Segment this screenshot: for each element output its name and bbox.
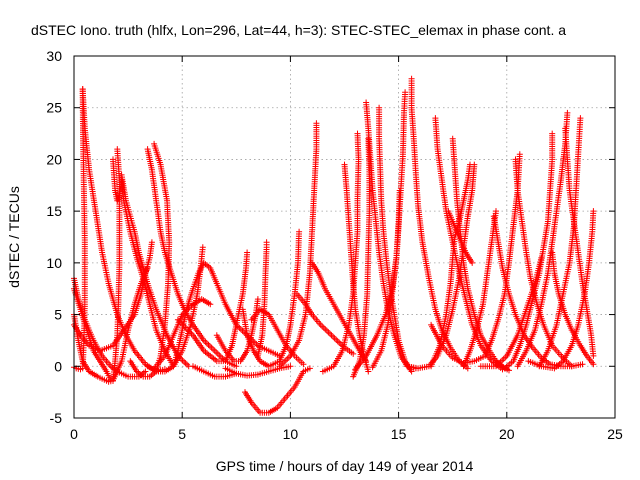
series-arc-11 [127, 140, 173, 380]
x-tick-label: 15 [391, 426, 407, 442]
y-tick-label: 20 [46, 151, 62, 167]
series-arc-50 [445, 208, 476, 266]
series-arc-16 [190, 363, 240, 380]
x-tick-label: 25 [607, 426, 623, 442]
series-arc-43 [512, 156, 575, 370]
chart-title: dSTEC Iono. truth (hlfx, Lon=296, Lat=44… [31, 22, 566, 38]
series-arc-18 [213, 296, 261, 365]
y-axis-label: dSTEC / TECUs [6, 186, 22, 288]
data-points [376, 104, 415, 375]
data-points [350, 135, 373, 380]
y-tick-label: -5 [50, 410, 63, 426]
y-tick-label: 0 [54, 358, 62, 374]
series-arc-19 [222, 363, 294, 379]
data-series [71, 75, 597, 416]
data-points [170, 259, 283, 370]
plot-frame [73, 55, 616, 419]
series-arc-24 [276, 120, 320, 370]
x-axis-label: GPS time / hours of day 149 of year 2014 [216, 458, 474, 474]
data-points [276, 120, 320, 370]
data-points [242, 365, 313, 416]
data-points [477, 254, 545, 370]
series-arc-47 [562, 125, 597, 359]
data-points [549, 249, 597, 368]
series-arc-46 [549, 249, 597, 368]
y-tick-label: 10 [46, 255, 62, 271]
data-points [190, 363, 240, 380]
data-points [222, 363, 294, 379]
series-arc-34 [408, 75, 471, 372]
data-points [363, 99, 419, 372]
series-arc-28 [341, 161, 372, 375]
series-arc-17 [174, 249, 251, 365]
series-arc-29 [350, 135, 373, 380]
data-points [127, 140, 173, 380]
series-arc-08 [110, 146, 123, 384]
series-arc-33 [376, 104, 415, 375]
data-points [144, 146, 240, 370]
data-points [341, 161, 372, 375]
series-arc-23 [248, 306, 307, 368]
data-points [248, 306, 307, 368]
y-tick-label: 5 [54, 307, 62, 323]
series-arc-49 [477, 254, 545, 370]
series-arc-15 [170, 259, 283, 370]
data-points [445, 208, 476, 266]
data-points [525, 208, 597, 372]
series-arc-12 [144, 146, 240, 370]
y-tick-label: 25 [46, 100, 62, 116]
data-points [213, 296, 261, 365]
series-arc-03 [79, 86, 168, 375]
x-tick-label: 20 [499, 426, 515, 442]
x-tick-label: 10 [283, 426, 299, 442]
data-points [432, 115, 506, 373]
x-tick-label: 0 [70, 426, 78, 442]
data-points [79, 86, 168, 375]
axis-ticks: 0 5 10 15 20 25 -5 0 5 10 15 20 25 30 [46, 48, 623, 442]
data-points [174, 249, 251, 365]
x-tick-label: 5 [178, 426, 186, 442]
data-points [512, 156, 575, 370]
data-points [110, 146, 123, 384]
series-arc-32 [363, 99, 419, 372]
y-tick-label: 30 [46, 48, 62, 64]
data-points [408, 75, 471, 372]
series-arc-36 [432, 115, 506, 373]
data-points [562, 125, 597, 359]
series-arc-22 [242, 365, 313, 416]
y-tick-label: 15 [46, 203, 62, 219]
series-arc-48 [525, 208, 597, 372]
